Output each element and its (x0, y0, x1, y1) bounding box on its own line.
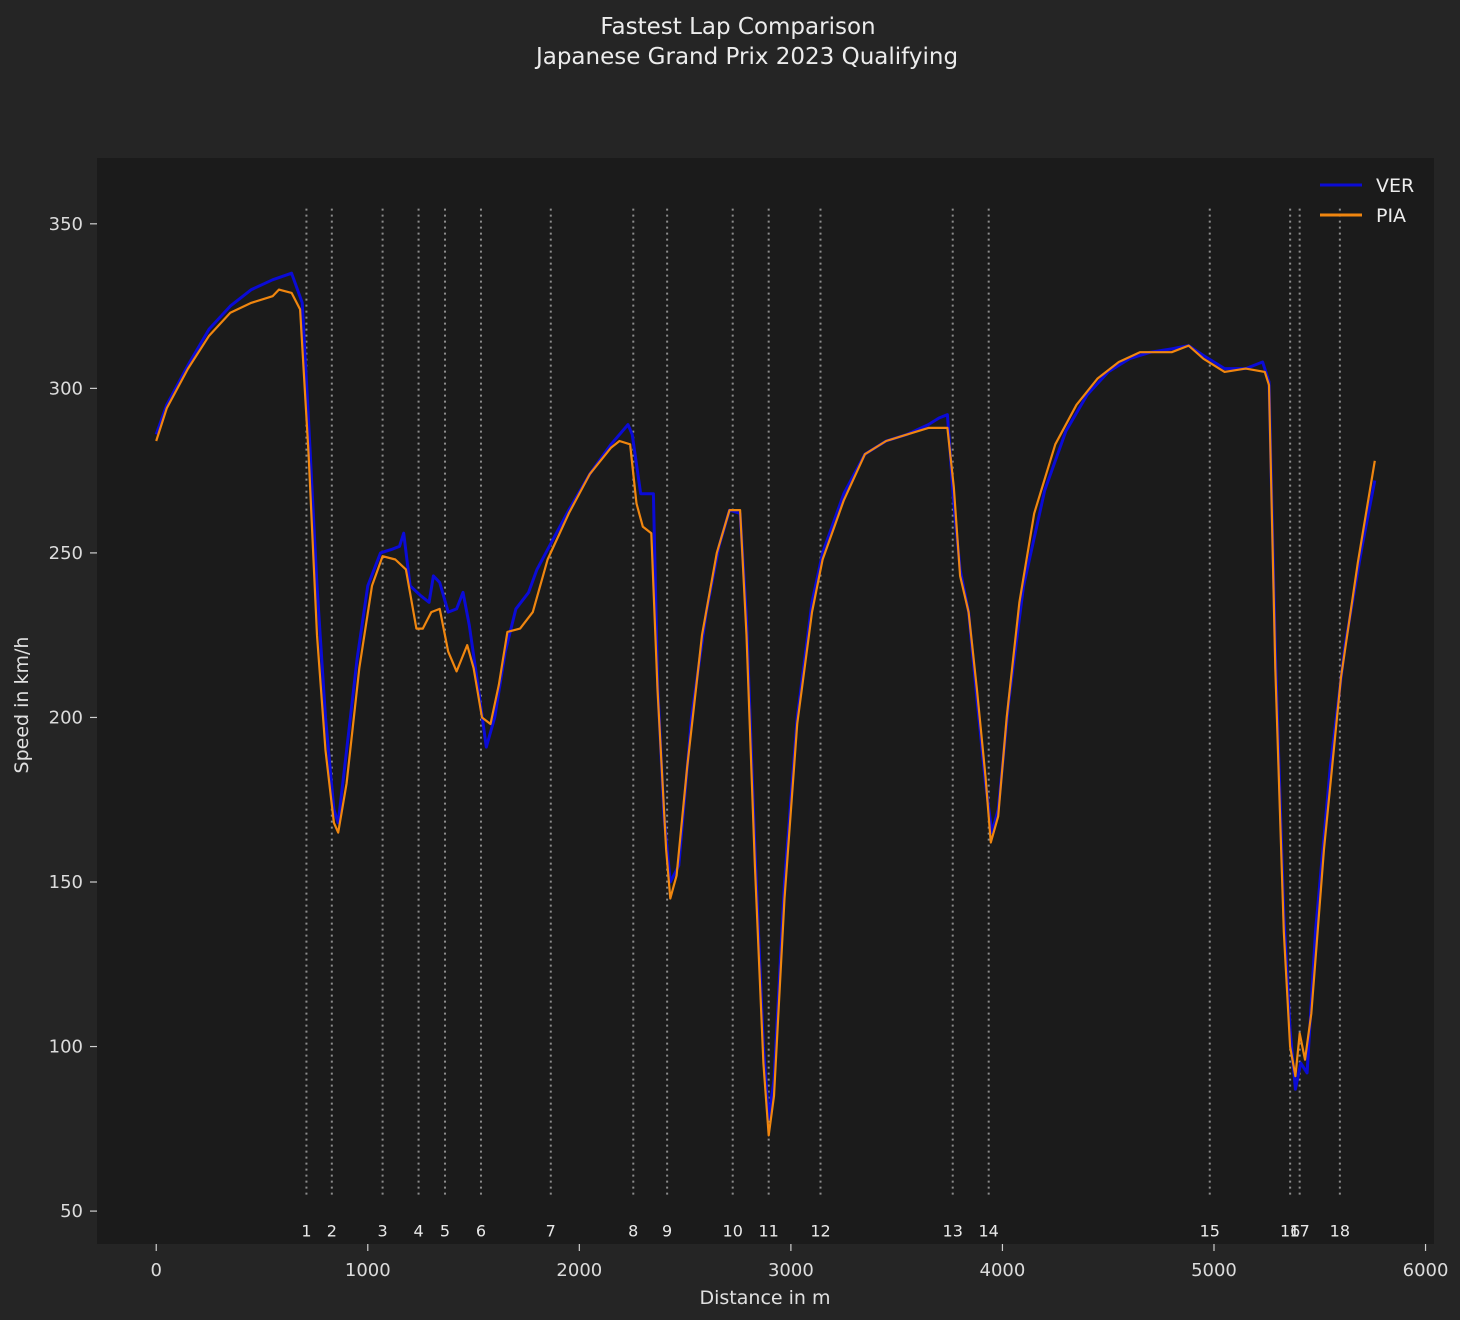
x-tick-label: 4000 (980, 1260, 1026, 1281)
y-tick-label: 200 (49, 707, 83, 728)
corner-label: 5 (440, 1222, 450, 1241)
x-tick-label: 6000 (1403, 1260, 1449, 1281)
corner-label: 10 (723, 1222, 743, 1241)
x-tick-label: 3000 (768, 1260, 814, 1281)
corner-label: 11 (758, 1222, 778, 1241)
legend: VER PIA (1320, 175, 1414, 227)
corner-label: 4 (413, 1222, 423, 1241)
corner-label: 13 (943, 1222, 963, 1241)
x-tick-label: 2000 (556, 1260, 602, 1281)
series-line-pia (155, 288, 1376, 1137)
y-tick-label: 350 (49, 214, 83, 235)
corner-label: 17 (1289, 1222, 1309, 1241)
x-axis: 0 1000 2000 3000 4000 5000 6000 (151, 1244, 1449, 1281)
x-axis-label: Distance in m (700, 1287, 831, 1309)
corner-label: 9 (662, 1222, 672, 1241)
x-tick-label: 1000 (345, 1260, 391, 1281)
corner-label: 14 (979, 1222, 999, 1241)
chart-subtitle: Japanese Grand Prix 2023 Qualifying (534, 44, 958, 70)
y-axis: 50 100 150 200 250 300 350 (49, 214, 97, 1222)
y-tick-label: 300 (49, 378, 83, 399)
legend-label-ver: VER (1376, 175, 1414, 197)
corner-label: 2 (327, 1222, 337, 1241)
corner-label: 12 (810, 1222, 830, 1241)
x-tick-label: 5000 (1191, 1260, 1237, 1281)
legend-label-pia: PIA (1376, 205, 1406, 227)
corner-label: 18 (1330, 1222, 1350, 1241)
x-tick-label: 0 (151, 1260, 162, 1281)
chart-title: Fastest Lap Comparison (600, 14, 875, 40)
y-tick-label: 150 (49, 872, 83, 893)
corner-label: 1 (301, 1222, 311, 1241)
corner-label: 15 (1200, 1222, 1220, 1241)
y-tick-label: 50 (60, 1201, 83, 1222)
corner-markers (305, 207, 1341, 1195)
corner-label: 6 (476, 1222, 486, 1241)
corner-label: 8 (628, 1222, 638, 1241)
y-tick-label: 250 (49, 543, 83, 564)
series-lines (154, 271, 1377, 1137)
y-tick-label: 100 (49, 1037, 83, 1058)
corner-label: 3 (377, 1222, 387, 1241)
corner-label: 7 (546, 1222, 556, 1241)
y-axis-label: Speed in km/h (11, 637, 33, 774)
corner-label: 16 (1280, 1222, 1300, 1241)
